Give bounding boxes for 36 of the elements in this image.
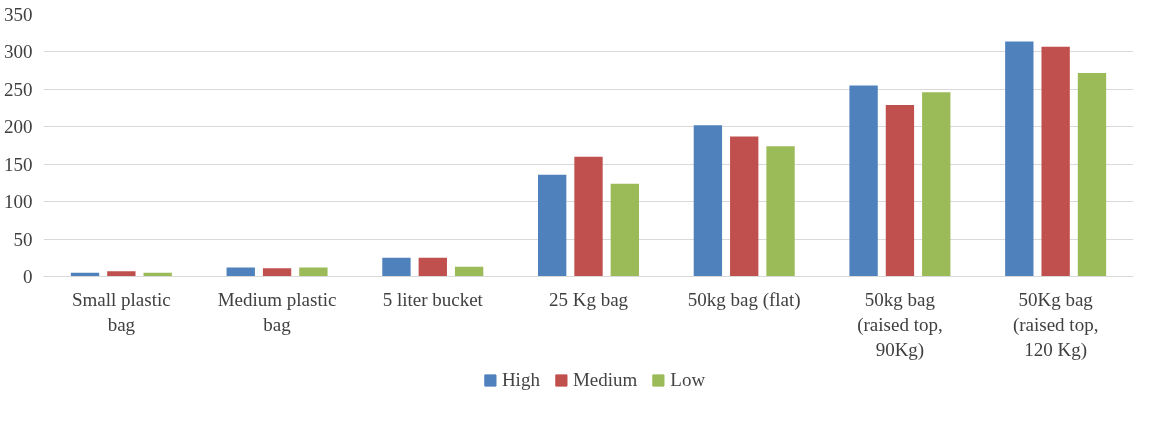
- bar: [885, 105, 915, 277]
- bar: [610, 183, 639, 277]
- bar: [299, 267, 328, 277]
- legend-label: Medium: [572, 369, 638, 391]
- x-tick-label: 25 Kg bag: [548, 288, 629, 310]
- bar: [693, 125, 723, 277]
- x-tick-label: 50kg bag (flat): [687, 288, 801, 311]
- bar: [262, 268, 292, 277]
- legend-label: High: [501, 369, 540, 391]
- y-tick-label: 100: [4, 191, 33, 213]
- y-tick-label: 350: [4, 4, 33, 25]
- bar: [1077, 72, 1107, 277]
- bar: [454, 266, 484, 277]
- x-tick-label: 5 liter bucket: [382, 288, 484, 310]
- bar: [107, 271, 136, 277]
- bar: [849, 85, 878, 277]
- y-tick-label: 50: [13, 228, 33, 250]
- y-tick-label: 300: [4, 41, 33, 63]
- y-tick-label: 150: [4, 153, 33, 175]
- x-tick-label: Small plastic bag: [72, 288, 171, 335]
- y-tick-label: 0: [23, 266, 33, 287]
- x-tick-label: 50kg bag (raised top, 90Kg): [857, 288, 943, 361]
- y-tick-label: 200: [4, 116, 33, 138]
- bar: [1005, 41, 1034, 277]
- x-tick-label: 50Kg bag (raised top, 120 Kg): [1012, 288, 1099, 361]
- bar: [1041, 46, 1070, 277]
- x-tick-label: Medium plastic bag: [217, 288, 337, 335]
- legend-label: Low: [670, 369, 706, 391]
- bar: [382, 257, 411, 277]
- bar: [922, 92, 951, 277]
- bar: [538, 174, 567, 277]
- bar: [730, 136, 759, 277]
- bar: [574, 156, 603, 277]
- y-tick-label: 250: [4, 78, 33, 100]
- bar: [766, 146, 795, 277]
- bar: [418, 257, 447, 277]
